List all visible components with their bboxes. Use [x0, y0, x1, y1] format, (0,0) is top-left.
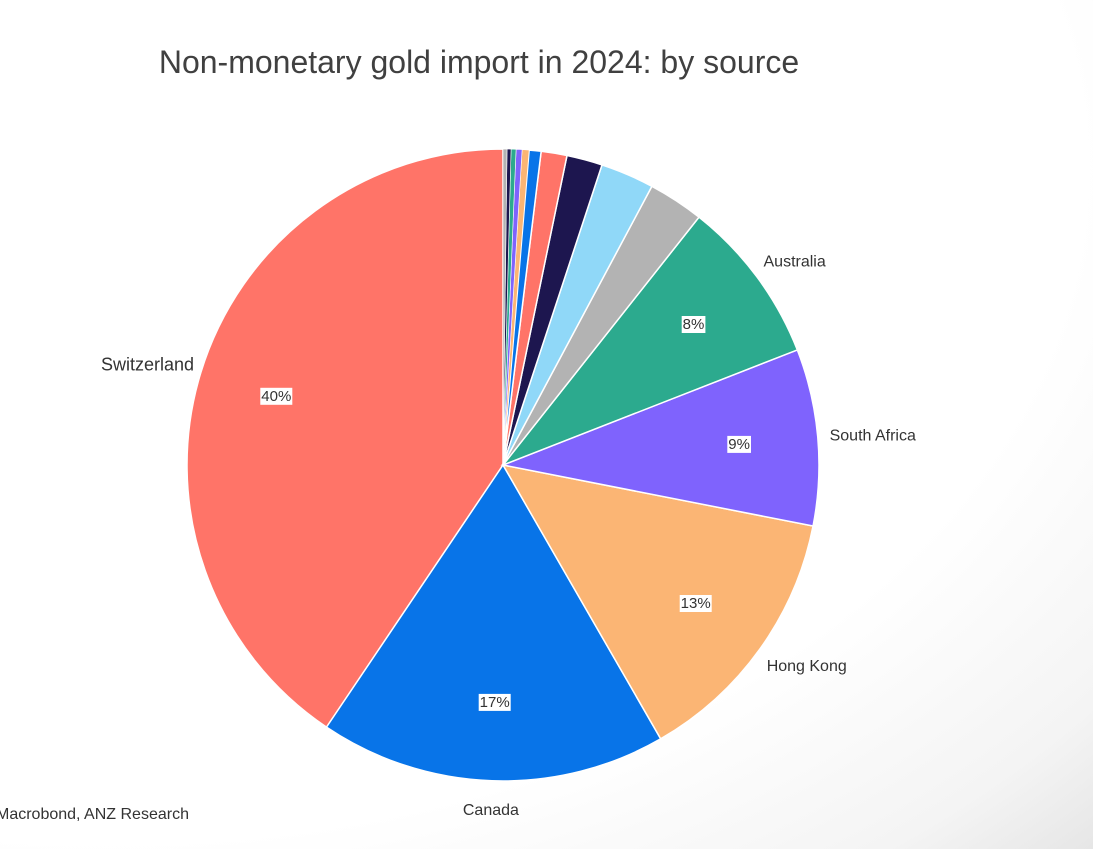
chart-title: Non-monetary gold import in 2024: by sou… — [159, 44, 799, 80]
slice-australia — [500, 216, 799, 467]
slice-south-africa — [500, 348, 820, 527]
slice-minor-14 — [502, 148, 508, 466]
category-label-south-africa: South Africa — [830, 427, 916, 444]
category-label-hong-kong: Hong Kong — [767, 658, 847, 675]
pct-label-bg — [679, 595, 712, 612]
slice-hong-kong — [501, 463, 814, 740]
pct-label-bg — [681, 316, 706, 333]
pct-label-canada: 17% — [480, 694, 510, 711]
pct-label-australia: 8% — [683, 316, 705, 333]
category-label-australia: Australia — [764, 253, 826, 270]
pie-slices — [186, 148, 820, 782]
slice-switzerland — [186, 148, 504, 729]
pct-label-south-africa: 9% — [728, 436, 750, 453]
pct-label-bg — [260, 387, 293, 405]
pie-labels: 40% Switzerland 17% Canada 13% Hong Kong 9% Sou… — [101, 253, 916, 819]
category-label-switzerland: Switzerland — [101, 355, 194, 375]
pct-label-switzerland: 40% — [261, 388, 291, 405]
pct-label-bg — [727, 435, 751, 453]
pct-label-bg — [478, 693, 511, 711]
category-label-canada: Canada — [463, 802, 519, 819]
slice-canada — [325, 463, 662, 782]
pct-label-hong-kong: 13% — [681, 595, 711, 612]
source-note: Macrobond, ANZ Research — [0, 806, 189, 823]
